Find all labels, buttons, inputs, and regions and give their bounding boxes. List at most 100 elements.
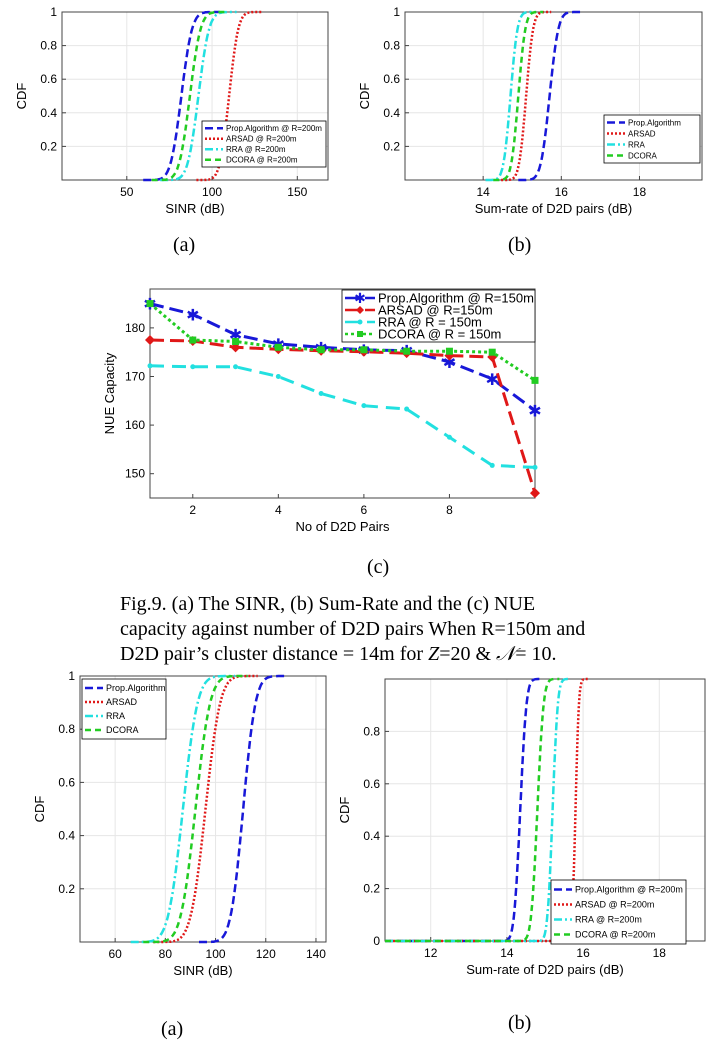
c-marker-2-5: [361, 403, 367, 409]
a1-legend-label-1: ARSAD @ R=200m: [226, 135, 297, 144]
c-marker-3-6: [403, 347, 411, 355]
b2-legend-label-3: DCORA @ R=200m: [575, 930, 655, 940]
a2-legend-label-2: RRA: [106, 711, 125, 721]
caption-line-3-suffix: = 10.: [515, 643, 557, 665]
b2-xtick-label-3: 18: [653, 946, 667, 960]
caption-n-symbol: 𝒩: [496, 643, 516, 665]
a1-ytick-label-4: 1: [50, 5, 57, 19]
c-marker-0-8: ✱: [486, 372, 499, 389]
c-marker-2-4: [318, 391, 324, 396]
a2-xtick-label-2: 100: [206, 947, 226, 961]
a1-ytick-label-3: 0.8: [40, 39, 57, 53]
b1-legend-label-1: ARSAD: [628, 129, 656, 138]
b1-series-line-0: [518, 10, 581, 182]
b1-ytick-label-1: 0.4: [383, 106, 400, 120]
figure-caption: Fig.9. (a) The SINR, (b) Sum-Rate and th…: [120, 592, 680, 667]
caption-line-3-prefix: D2D pair’s cluster distance = 14m for: [120, 643, 429, 665]
a2-xtick-label-4: 140: [306, 947, 326, 961]
a2-legend-label-0: Prop.Algorithm: [106, 683, 166, 693]
subplot-label-b1: (b): [508, 234, 532, 256]
b2-xlabel: Sum-rate of D2D pairs (dB): [466, 962, 624, 977]
b1-xtick-label-0: 14: [476, 185, 490, 199]
b2-xtick-label-2: 16: [576, 946, 590, 960]
c-marker-3-5: [360, 346, 368, 354]
b2-ytick-label-4: 0.8: [363, 724, 380, 738]
c-marker-3-2: [232, 337, 240, 345]
subplot-label-c: (c): [367, 556, 390, 578]
c-legend-marker-1: [356, 306, 364, 314]
b2-legend-box: [550, 879, 687, 945]
c-series-line-3: [149, 302, 536, 382]
c-ytick-label-0: 150: [125, 467, 145, 481]
c-legend-label-1: ARSAD @ R=150m: [378, 303, 493, 318]
a2-ytick-label-2: 0.6: [58, 775, 75, 789]
c-marker-3-1: [189, 336, 197, 344]
b2-ytick-label-1: 0.2: [363, 882, 380, 896]
c-marker-0-1: ✱: [186, 307, 199, 324]
a2-series-line-1: [153, 674, 258, 944]
c-xtick-label-0: 2: [189, 503, 196, 517]
b2-ytick-label-0: 0: [373, 934, 380, 948]
a1-xtick-label-1: 100: [202, 185, 222, 199]
b1-xlabel: Sum-rate of D2D pairs (dB): [475, 201, 633, 216]
c-marker-2-8: [489, 462, 495, 468]
c-ylabel: NUE Capacity: [102, 352, 117, 434]
a1-ylabel: CDF: [14, 83, 29, 110]
subplot-label-a1: (a): [173, 234, 196, 256]
subplot-label-a2: (a): [161, 1018, 184, 1040]
c-marker-3-9: [531, 376, 539, 384]
b2-legend-label-1: ARSAD @ R=200m: [575, 900, 654, 910]
c-series-line-1: [149, 338, 537, 494]
c-series-line-0: [149, 302, 536, 412]
c-marker-3-3: [274, 343, 282, 351]
b1-series-line-2: [485, 10, 536, 182]
b1-legend-label-0: Prop.Algorithm: [628, 118, 681, 127]
c-marker-2-3: [275, 373, 281, 379]
b1-ytick-label-0: 0.2: [383, 139, 400, 153]
b1-series-line-3: [493, 10, 544, 182]
a2-xlabel: SINR (dB): [173, 963, 232, 978]
c-marker-2-6: [404, 406, 410, 412]
c-marker-1-9: [530, 488, 540, 499]
c-marker-3-4: [317, 346, 325, 354]
c-ytick-label-1: 160: [125, 418, 145, 432]
a2-ytick-label-0: 0.2: [58, 882, 75, 896]
c-marker-2-2: [233, 364, 239, 370]
a2-ylabel: CDF: [32, 796, 47, 823]
c-marker-2-9: [532, 464, 538, 470]
b1-ytick-label-4: 1: [393, 5, 400, 19]
a2-ytick-label-4: 1: [68, 669, 75, 683]
b2-legend-label-2: RRA @ R=200m: [575, 915, 642, 925]
c-marker-2-7: [446, 434, 452, 440]
a2-legend-label-3: DCORA: [106, 725, 139, 735]
caption-line-3-mid: =20 &: [439, 643, 497, 665]
c-series-line-2: [149, 364, 536, 469]
caption-line-3: D2D pair’s cluster distance = 14m for Z=…: [120, 642, 680, 667]
b1-ytick-label-3: 0.8: [383, 39, 400, 53]
caption-line-2: capacity against number of D2D pairs Whe…: [120, 618, 586, 640]
b2-series-line-2: [385, 677, 571, 943]
c-xlabel: No of D2D Pairs: [296, 519, 390, 534]
c-legend-label-0: Prop.Algorithm @ R=150m: [378, 291, 534, 306]
a2-xtick-label-1: 80: [159, 947, 173, 961]
c-marker-2-0: [147, 363, 153, 369]
c-marker-0-7: ✱: [443, 355, 456, 372]
a2-series-line-0: [199, 674, 288, 944]
c-axes-frame: [149, 288, 536, 499]
b2-series-line-3: [385, 677, 560, 943]
c-legend-marker-3: [357, 331, 363, 337]
caption-z-symbol: Z: [428, 643, 440, 665]
b2-ylabel: CDF: [337, 797, 352, 824]
a1-ytick-label-0: 0.2: [40, 139, 57, 153]
c-xtick-label-2: 6: [361, 503, 368, 517]
a2-series-line-3: [143, 674, 248, 944]
a1-series-line-3: [151, 10, 229, 182]
b1-ytick-label-2: 0.6: [383, 72, 400, 86]
c-ytick-label-3: 180: [125, 321, 145, 335]
c-marker-1-0: [145, 335, 155, 346]
b1-ylabel: CDF: [357, 83, 372, 110]
a1-xlabel: SINR (dB): [165, 201, 224, 216]
b1-xtick-label-1: 16: [555, 185, 569, 199]
c-legend-marker-0: ✱: [354, 290, 366, 306]
